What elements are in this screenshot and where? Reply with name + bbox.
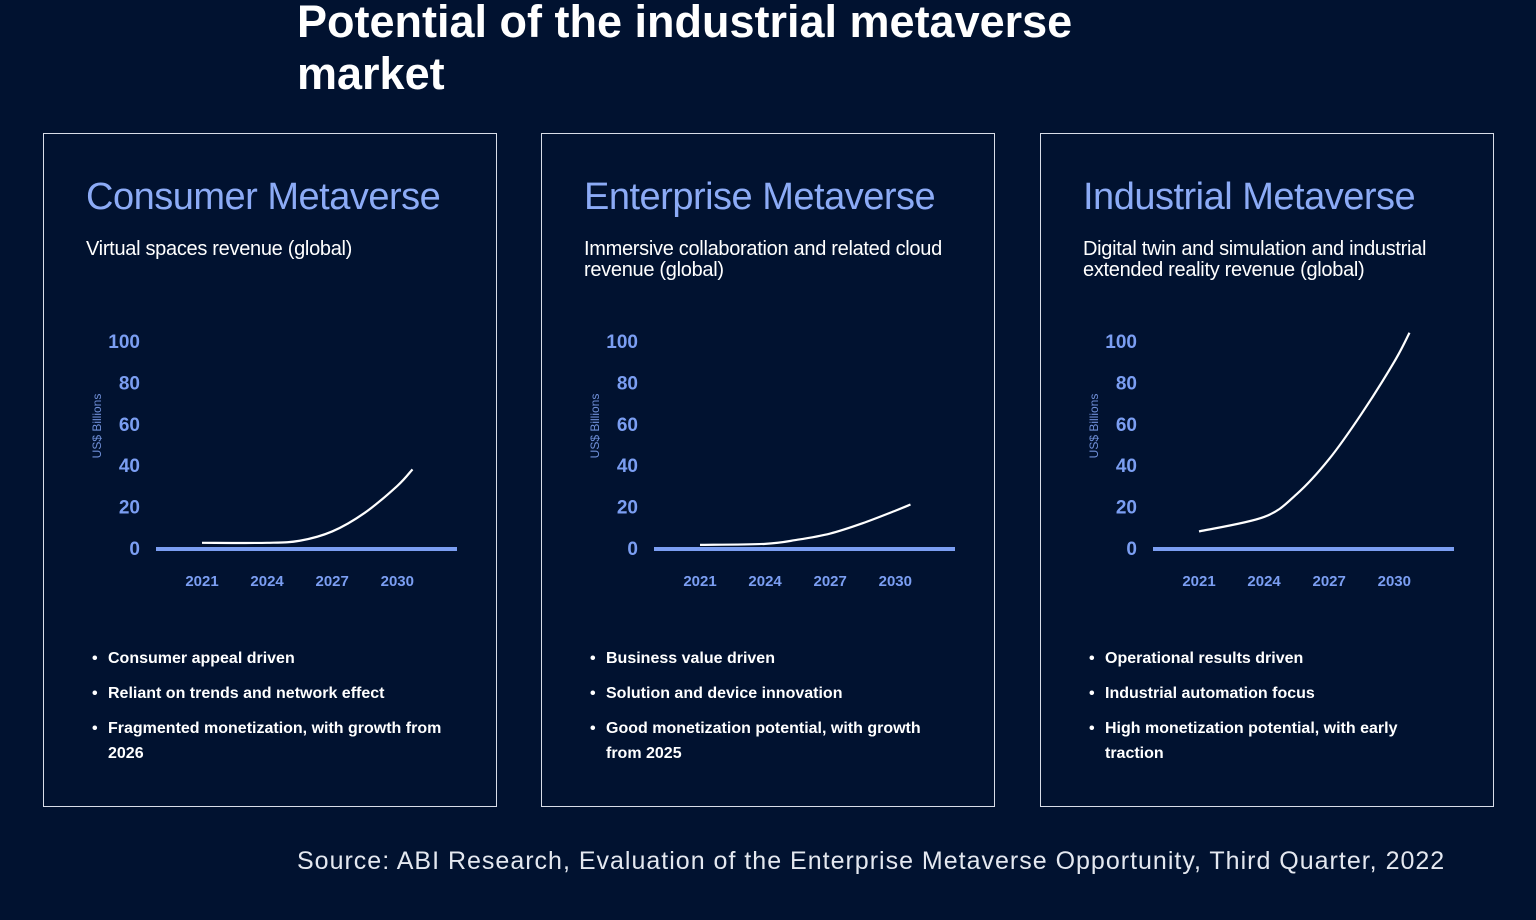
y-tick-label: 60 bbox=[617, 415, 638, 436]
y-tick-label: 100 bbox=[1105, 332, 1137, 353]
y-tick-label: 100 bbox=[108, 332, 140, 353]
source-note: Source: ABI Research, Evaluation of the … bbox=[297, 847, 1446, 875]
revenue-curve bbox=[699, 503, 911, 546]
y-tick-label: 40 bbox=[119, 456, 140, 477]
y-tick-label: 60 bbox=[119, 415, 140, 436]
x-tick-label: 2027 bbox=[316, 573, 349, 590]
revenue-curve bbox=[1198, 332, 1411, 533]
x-tick-label: 2021 bbox=[185, 573, 218, 590]
y-tick-label: 0 bbox=[627, 539, 638, 560]
x-tick-label: 2030 bbox=[381, 573, 414, 590]
bullet-item: Reliant on trends and network effect bbox=[92, 681, 452, 706]
y-tick-label: 80 bbox=[119, 373, 140, 394]
bullet-item: High monetization potential, with early … bbox=[1089, 716, 1449, 766]
bullet-list: Consumer appeal driven Reliant on trends … bbox=[92, 646, 452, 776]
panel-enterprise-metaverse: Enterprise Metaverse Immersive collaborat… bbox=[541, 133, 995, 807]
y-axis-label: US$ Billions bbox=[588, 394, 602, 459]
line-chart: US$ Billions 0 20 40 60 80 100 2021 2024 2027 2030 bbox=[1087, 332, 1454, 590]
x-tick-label: 2027 bbox=[814, 573, 847, 590]
y-tick-label: 0 bbox=[1126, 539, 1137, 560]
y-tick-label: 60 bbox=[1116, 415, 1137, 436]
bullet-list: Operational results driven Industrial aut… bbox=[1089, 646, 1449, 776]
y-tick-label: 80 bbox=[617, 373, 638, 394]
x-tick-label: 2024 bbox=[748, 573, 782, 590]
bullet-list: Business value driven Solution and device… bbox=[590, 646, 950, 776]
y-tick-label: 80 bbox=[1116, 373, 1137, 394]
revenue-curve bbox=[201, 468, 414, 545]
y-tick-label: 40 bbox=[1116, 456, 1137, 477]
x-tick-label: 2027 bbox=[1313, 573, 1346, 590]
y-axis-label: US$ Billions bbox=[1087, 394, 1101, 459]
y-tick-label: 20 bbox=[617, 498, 638, 519]
line-chart: US$ Billions 0 20 40 60 80 100 2021 2024 2027 2030 bbox=[588, 332, 955, 590]
chart-title: Consumer Metaverse bbox=[86, 176, 441, 218]
x-tick-label: 2030 bbox=[1378, 573, 1411, 590]
bullet-item: Operational results driven bbox=[1089, 646, 1449, 671]
y-tick-label: 100 bbox=[606, 332, 638, 353]
chart-subtitle: Immersive collaboration and related clou… bbox=[584, 238, 942, 281]
y-axis-label: US$ Billions bbox=[90, 394, 104, 459]
y-tick-label: 20 bbox=[1116, 498, 1137, 519]
x-tick-label: 2024 bbox=[250, 573, 284, 590]
bullet-item: Good monetization potential, with growth… bbox=[590, 716, 950, 766]
bullet-item: Solution and device innovation bbox=[590, 681, 950, 706]
panel-consumer-metaverse: Consumer Metaverse Virtual spaces revenue… bbox=[43, 133, 497, 807]
x-tick-label: 2030 bbox=[879, 573, 912, 590]
y-tick-label: 20 bbox=[119, 498, 140, 519]
y-tick-label: 40 bbox=[617, 456, 638, 477]
panel-industrial-metaverse: Industrial Metaverse Digital twin and sim… bbox=[1040, 133, 1494, 807]
chart-title: Enterprise Metaverse bbox=[584, 176, 936, 218]
chart-subtitle: Virtual spaces revenue (global) bbox=[86, 238, 353, 260]
x-tick-label: 2024 bbox=[1247, 573, 1281, 590]
bullet-item: Business value driven bbox=[590, 646, 950, 671]
x-tick-label: 2021 bbox=[1182, 573, 1215, 590]
line-chart: US$ Billions 0 20 40 60 80 100 2021 2024 2027 2030 bbox=[90, 332, 457, 590]
bullet-item: Industrial automation focus bbox=[1089, 681, 1449, 706]
y-tick-label: 0 bbox=[129, 539, 140, 560]
chart-subtitle: Digital twin and simulation and industri… bbox=[1083, 238, 1427, 281]
bullet-item: Fragmented monetization, with growth fro… bbox=[92, 716, 452, 766]
x-tick-label: 2021 bbox=[683, 573, 716, 590]
bullet-item: Consumer appeal driven bbox=[92, 646, 452, 671]
page-title: Potential of the industrial metaverse ma… bbox=[297, 0, 1073, 99]
chart-title: Industrial Metaverse bbox=[1083, 176, 1416, 218]
